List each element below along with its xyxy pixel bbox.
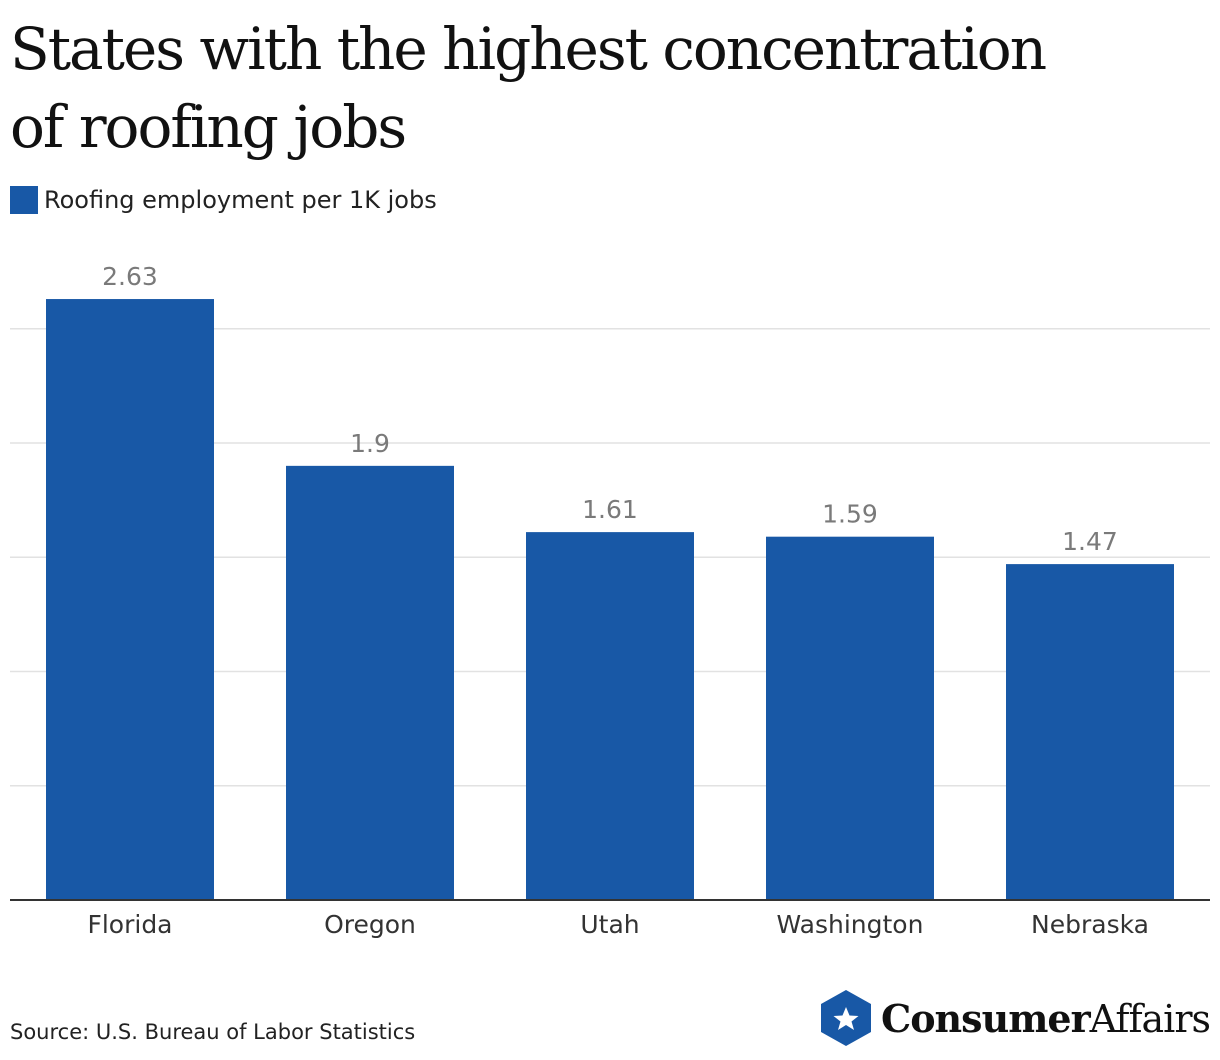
value-label-1: 1.9 xyxy=(350,429,390,458)
legend: Roofing employment per 1K jobs xyxy=(10,184,437,216)
value-label-3: 1.59 xyxy=(822,500,878,529)
bar-1 xyxy=(286,465,454,900)
bar-4 xyxy=(1006,564,1174,900)
star-shield-icon xyxy=(820,990,871,1046)
brand-wordmark-regular: Affairs xyxy=(1089,996,1211,1041)
category-label-3: Washington xyxy=(777,910,924,939)
brand-logo: ConsumerAffairs xyxy=(819,988,1211,1048)
legend-label: Roofing employment per 1K jobs xyxy=(44,186,437,214)
brand-wordmark: ConsumerAffairs xyxy=(880,995,1211,1041)
value-label-4: 1.47 xyxy=(1062,527,1118,556)
bar-3 xyxy=(766,536,934,900)
bar-2 xyxy=(526,532,694,900)
bar-0 xyxy=(46,299,214,900)
category-label-0: Florida xyxy=(87,910,172,939)
category-label-4: Nebraska xyxy=(1031,910,1149,939)
title-line-1: States with the highest concentration xyxy=(10,15,1047,83)
source-note: Source: U.S. Bureau of Labor Statistics xyxy=(10,1020,416,1044)
category-label-2: Utah xyxy=(580,910,639,939)
chart-title: States with the highest concentration of… xyxy=(10,10,1200,166)
legend-swatch xyxy=(10,186,38,214)
category-label-1: Oregon xyxy=(324,910,416,939)
value-label-2: 1.61 xyxy=(582,495,638,524)
value-label-0: 2.63 xyxy=(102,262,158,291)
title-line-2: of roofing jobs xyxy=(10,93,407,161)
bar-chart: 2.63 Florida 1.9 Oregon 1.61 Utah 1.59 Washingt… xyxy=(10,262,1210,939)
brand-wordmark-bold: Consumer xyxy=(880,995,1091,1041)
